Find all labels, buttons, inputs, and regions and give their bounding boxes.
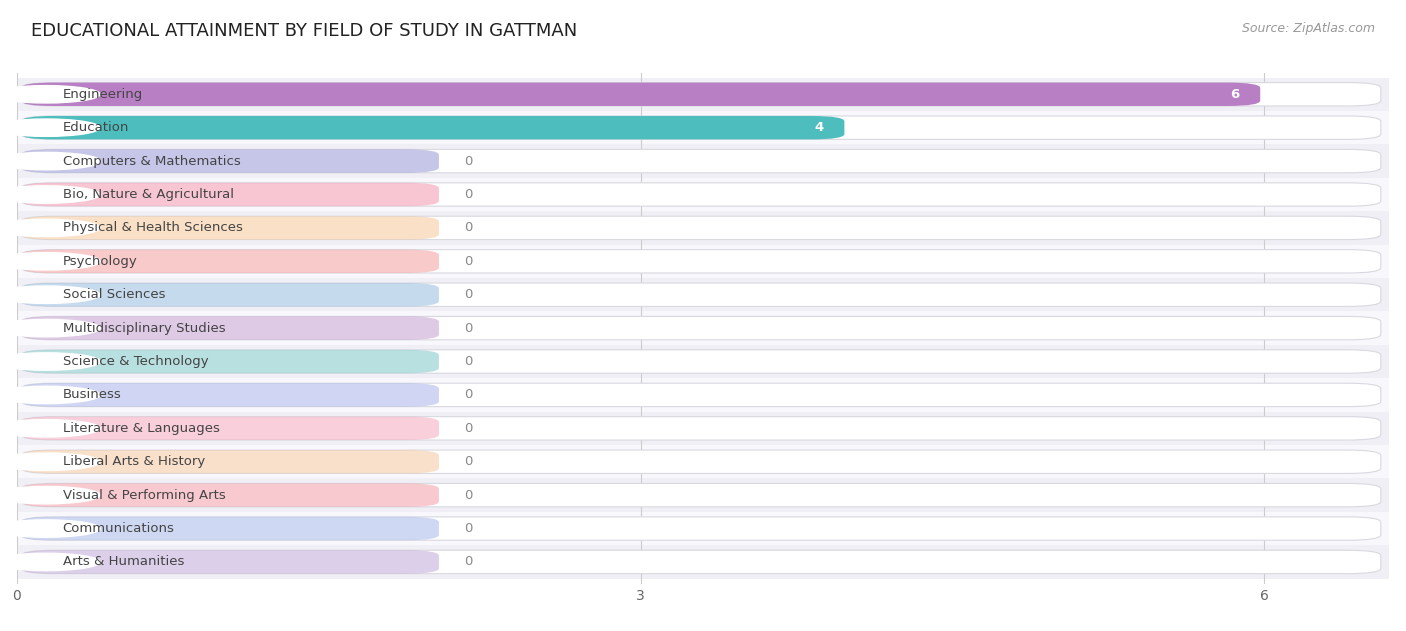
Text: Computers & Mathematics: Computers & Mathematics [63, 155, 240, 168]
Text: Arts & Humanities: Arts & Humanities [63, 555, 184, 569]
Text: Multidisciplinary Studies: Multidisciplinary Studies [63, 322, 225, 334]
FancyBboxPatch shape [21, 283, 1381, 307]
Text: 0: 0 [464, 355, 472, 368]
Text: Communications: Communications [63, 522, 174, 535]
FancyBboxPatch shape [21, 250, 439, 273]
FancyBboxPatch shape [21, 550, 439, 574]
Text: 0: 0 [464, 555, 472, 569]
Text: Literature & Languages: Literature & Languages [63, 422, 219, 435]
Circle shape [0, 219, 100, 237]
Text: 0: 0 [464, 322, 472, 334]
Circle shape [0, 153, 100, 170]
Text: 0: 0 [464, 255, 472, 268]
FancyBboxPatch shape [21, 416, 439, 440]
FancyBboxPatch shape [21, 350, 1381, 373]
FancyBboxPatch shape [21, 316, 1381, 340]
Circle shape [0, 252, 100, 270]
FancyBboxPatch shape [21, 483, 439, 507]
Bar [0, 545, 1406, 579]
FancyBboxPatch shape [21, 116, 1381, 139]
Text: Business: Business [63, 389, 121, 401]
Circle shape [0, 319, 100, 337]
FancyBboxPatch shape [21, 350, 439, 373]
Bar [0, 378, 1406, 411]
FancyBboxPatch shape [21, 250, 1381, 273]
Circle shape [0, 286, 100, 304]
Bar [0, 211, 1406, 245]
Text: 0: 0 [464, 221, 472, 234]
Text: 0: 0 [464, 389, 472, 401]
Text: Psychology: Psychology [63, 255, 138, 268]
Text: 0: 0 [464, 488, 472, 502]
Bar [0, 445, 1406, 478]
FancyBboxPatch shape [21, 383, 439, 406]
Circle shape [0, 487, 100, 504]
FancyBboxPatch shape [21, 517, 439, 540]
Text: Engineering: Engineering [63, 88, 143, 101]
FancyBboxPatch shape [21, 483, 1381, 507]
Text: 6: 6 [1230, 88, 1240, 101]
FancyBboxPatch shape [21, 116, 845, 139]
Bar [0, 478, 1406, 512]
FancyBboxPatch shape [21, 450, 439, 473]
Bar [0, 78, 1406, 111]
FancyBboxPatch shape [21, 416, 1381, 440]
Bar [0, 144, 1406, 178]
Text: 0: 0 [464, 155, 472, 168]
FancyBboxPatch shape [21, 150, 439, 173]
Bar [0, 345, 1406, 378]
Circle shape [0, 553, 100, 570]
Text: 0: 0 [464, 422, 472, 435]
Text: EDUCATIONAL ATTAINMENT BY FIELD OF STUDY IN GATTMAN: EDUCATIONAL ATTAINMENT BY FIELD OF STUDY… [31, 22, 578, 40]
Text: Visual & Performing Arts: Visual & Performing Arts [63, 488, 225, 502]
Circle shape [0, 353, 100, 370]
Circle shape [0, 119, 100, 136]
Text: Liberal Arts & History: Liberal Arts & History [63, 455, 205, 468]
Text: Source: ZipAtlas.com: Source: ZipAtlas.com [1241, 22, 1375, 35]
Text: Social Sciences: Social Sciences [63, 288, 165, 301]
Bar [0, 512, 1406, 545]
Circle shape [0, 420, 100, 437]
FancyBboxPatch shape [21, 183, 1381, 206]
Text: Education: Education [63, 121, 129, 134]
Circle shape [0, 520, 100, 537]
Text: 0: 0 [464, 522, 472, 535]
Circle shape [0, 453, 100, 471]
FancyBboxPatch shape [21, 550, 1381, 574]
FancyBboxPatch shape [21, 383, 1381, 406]
Text: Science & Technology: Science & Technology [63, 355, 208, 368]
FancyBboxPatch shape [21, 517, 1381, 540]
Bar [0, 278, 1406, 312]
Text: Bio, Nature & Agricultural: Bio, Nature & Agricultural [63, 188, 233, 201]
Bar [0, 312, 1406, 345]
FancyBboxPatch shape [21, 216, 439, 240]
Text: 0: 0 [464, 288, 472, 301]
Text: 4: 4 [814, 121, 824, 134]
Bar [0, 111, 1406, 144]
Circle shape [0, 386, 100, 404]
Circle shape [0, 86, 100, 103]
Circle shape [0, 186, 100, 203]
Text: 0: 0 [464, 188, 472, 201]
Bar [0, 245, 1406, 278]
FancyBboxPatch shape [21, 150, 1381, 173]
Bar [0, 178, 1406, 211]
FancyBboxPatch shape [21, 83, 1381, 106]
Text: 0: 0 [464, 455, 472, 468]
FancyBboxPatch shape [21, 216, 1381, 240]
Bar [0, 411, 1406, 445]
FancyBboxPatch shape [21, 83, 1260, 106]
FancyBboxPatch shape [21, 316, 439, 340]
Text: Physical & Health Sciences: Physical & Health Sciences [63, 221, 242, 234]
FancyBboxPatch shape [21, 183, 439, 206]
FancyBboxPatch shape [21, 283, 439, 307]
FancyBboxPatch shape [21, 450, 1381, 473]
